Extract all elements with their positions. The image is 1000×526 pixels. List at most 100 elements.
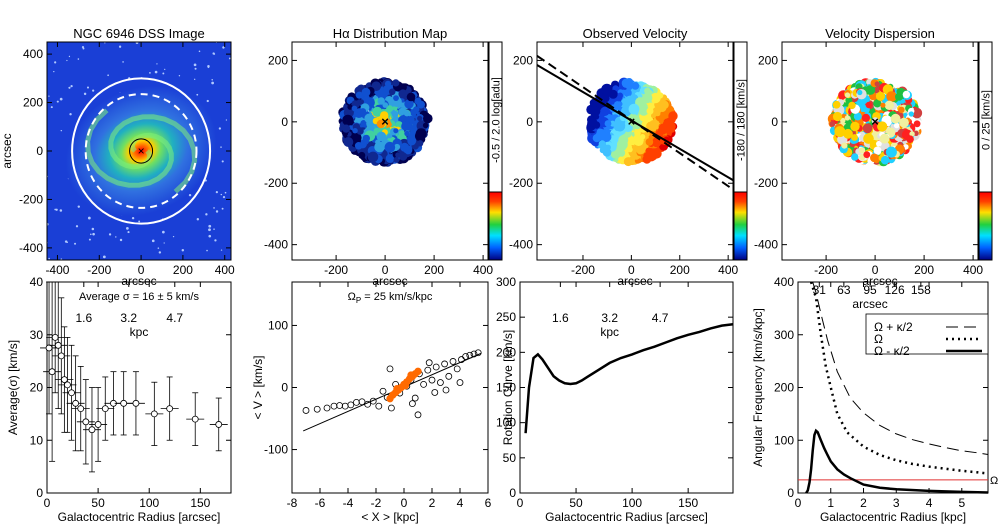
star xyxy=(86,86,90,89)
map-spaxel xyxy=(407,136,417,146)
x-tick-label: -400 xyxy=(45,263,69,277)
star xyxy=(206,249,208,252)
star xyxy=(151,239,155,243)
y-tick-label: -400 xyxy=(264,238,288,252)
star xyxy=(104,42,106,44)
x-tick-label: 400 xyxy=(215,263,235,277)
map-spaxel xyxy=(913,120,921,128)
star xyxy=(205,213,208,216)
star xyxy=(181,249,185,252)
map-spaxel xyxy=(832,111,843,122)
star xyxy=(211,81,214,85)
star xyxy=(48,257,50,260)
map-spaxel xyxy=(625,124,631,130)
data-point xyxy=(302,407,310,414)
map-spaxel xyxy=(898,106,905,114)
curves xyxy=(798,281,989,494)
map-image xyxy=(782,42,978,260)
x-tick-label: 150 xyxy=(678,496,698,510)
star xyxy=(64,240,68,243)
star xyxy=(87,216,91,220)
star xyxy=(60,129,63,132)
map-spaxel xyxy=(875,91,886,101)
x-tick-label: 200 xyxy=(424,263,444,277)
x-tick-label: 100 xyxy=(622,496,642,510)
y-tick-label: -100 xyxy=(264,443,288,457)
panel-title: Hα Distribution Map xyxy=(333,26,447,41)
data-point xyxy=(341,402,349,410)
x-tick-label: -200 xyxy=(814,263,838,277)
data-point xyxy=(474,349,482,357)
map-spaxel xyxy=(376,119,386,129)
data-point xyxy=(120,399,128,407)
data-point xyxy=(470,350,478,358)
map-spaxel xyxy=(844,115,851,121)
map-spaxel xyxy=(602,147,612,157)
data-point xyxy=(466,351,474,359)
map-spaxel xyxy=(360,120,368,127)
star xyxy=(208,228,211,232)
map-spaxel xyxy=(375,108,381,115)
map-spaxel xyxy=(393,143,401,151)
star xyxy=(222,196,226,199)
map-spaxel xyxy=(651,120,661,130)
star xyxy=(55,208,58,211)
y-tick-label: 50 xyxy=(503,451,517,465)
map-spaxel xyxy=(380,111,389,120)
x-tick-label: 6 xyxy=(485,496,492,510)
top-tick-label: 3.2 xyxy=(120,311,137,325)
panel-average-sigma: Average σ = 16 ± 5 km/s 0 50 100 150 0 10 20 30 4… xyxy=(6,275,232,524)
map-spaxel xyxy=(342,114,354,126)
x-tick-label: 2 xyxy=(860,496,867,510)
map-spaxel xyxy=(367,151,379,163)
data-point xyxy=(386,365,394,373)
map-spaxel xyxy=(614,120,626,132)
star xyxy=(77,58,80,60)
star xyxy=(220,146,222,148)
star xyxy=(138,220,141,223)
x-tick-label: 50 xyxy=(91,496,105,510)
map-spaxel xyxy=(401,121,411,131)
x-axis-label: arcsec xyxy=(121,274,156,288)
x-tick-label: -6 xyxy=(315,496,326,510)
map-spaxel xyxy=(385,154,395,163)
star xyxy=(156,63,158,65)
x-axis-label: arcsec xyxy=(862,274,897,288)
star xyxy=(59,97,63,101)
map-spaxel xyxy=(398,108,406,116)
colorbar-frame xyxy=(488,41,503,261)
data-point xyxy=(166,405,174,413)
x-tick-label: 0 xyxy=(628,263,635,277)
y-axis-label: Average(σ) [km/s] xyxy=(6,340,20,435)
map-spaxel xyxy=(851,134,858,141)
star xyxy=(70,84,73,88)
map-spaxel xyxy=(386,121,392,128)
map-spaxel xyxy=(398,130,405,137)
colorbar xyxy=(734,192,747,260)
x-tick-label: 200 xyxy=(670,263,690,277)
map-spaxel xyxy=(877,121,888,132)
map-spaxel xyxy=(627,113,638,124)
data-point xyxy=(323,404,331,412)
data-point xyxy=(445,372,453,380)
map-spaxel xyxy=(639,134,646,140)
map-spaxel xyxy=(403,110,410,117)
star xyxy=(193,63,197,67)
highlight-point xyxy=(401,381,410,390)
x-tick-label: 0 xyxy=(517,496,524,510)
top-axis-label: kpc xyxy=(130,325,149,339)
map-spaxel xyxy=(384,141,396,153)
map-spaxel xyxy=(850,121,860,132)
star xyxy=(154,70,158,74)
top-axis-label: arcsec xyxy=(852,297,887,311)
star xyxy=(208,224,212,228)
map-spaxel xyxy=(645,138,654,146)
map-spaxel xyxy=(633,134,641,142)
map-image xyxy=(537,42,733,260)
data-point xyxy=(57,352,65,360)
map-spaxel xyxy=(352,128,358,134)
data-point xyxy=(48,368,56,376)
star xyxy=(158,251,162,254)
top-tick-label: 95 xyxy=(863,283,877,297)
map-spaxel xyxy=(361,87,371,97)
